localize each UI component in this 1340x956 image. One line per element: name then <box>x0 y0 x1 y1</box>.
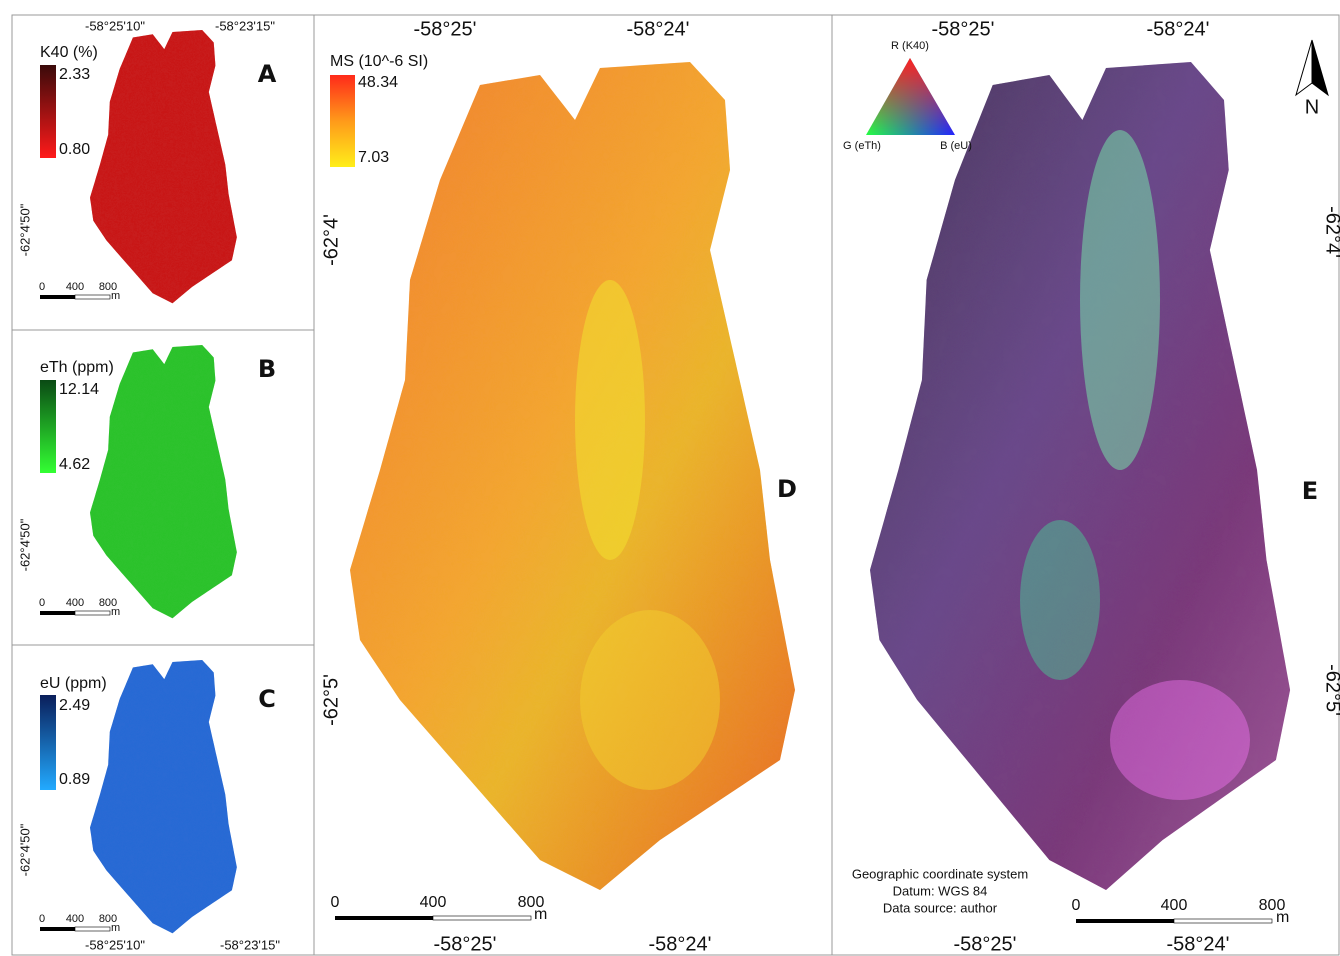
scale-bar <box>335 916 433 920</box>
scale-unit: m <box>1276 909 1289 926</box>
panel-label: E <box>1302 477 1318 505</box>
scale-bar <box>75 927 110 931</box>
legend-min: 0.89 <box>59 771 90 788</box>
lon-label: -58°25' <box>434 933 497 955</box>
legend-title: eTh (ppm) <box>40 359 114 376</box>
colorbar <box>40 380 56 473</box>
rgb-zone <box>1020 520 1100 680</box>
north-label: N <box>1305 96 1319 118</box>
lon-label: -58°24' <box>1147 18 1210 40</box>
legend-title: eU (ppm) <box>40 675 107 692</box>
scale-bar <box>75 295 110 299</box>
panel-label: D <box>777 475 797 503</box>
ternary-label: R (K40) <box>891 40 929 52</box>
lat-label: -62°4' <box>320 214 342 266</box>
island-eth <box>90 345 237 618</box>
lat-label: -62°4' <box>1322 206 1340 258</box>
island-k40 <box>90 30 237 303</box>
scale-bar <box>433 916 531 920</box>
lon-label: -58°25'10" <box>85 937 145 952</box>
rgb-zone <box>1110 680 1250 800</box>
lat-label: -62°4'50" <box>17 823 32 876</box>
scale-tick: 0 <box>39 913 45 925</box>
island-eu <box>90 660 237 933</box>
body: {"panel_a": {"label": "A", "legend": {"t… <box>0 0 1340 956</box>
lon-label: -58°25' <box>414 18 477 40</box>
lat-label: -62°5' <box>320 674 342 726</box>
lon-label: -58°24' <box>627 18 690 40</box>
scale-tick: 400 <box>66 913 84 925</box>
lat-label: -62°4'50" <box>17 203 32 256</box>
panel-label: C <box>258 685 276 713</box>
scale-tick: 400 <box>66 597 84 609</box>
colorbar <box>40 65 56 158</box>
legend-max: 48.34 <box>358 74 398 91</box>
lon-label: -58°24' <box>1167 933 1230 955</box>
rgb-zone <box>1080 130 1160 470</box>
scale-tick: 400 <box>66 281 84 293</box>
map-note: Datum: WGS 84 <box>893 883 988 898</box>
ternary-legend <box>866 58 955 135</box>
legend-max: 2.49 <box>59 697 90 714</box>
legend-title: MS (10^-6 SI) <box>330 53 428 70</box>
scale-bar <box>1076 919 1174 923</box>
panel-label: B <box>258 355 276 383</box>
page: Geophysical maps body { margin: 0; backg… <box>0 0 1340 956</box>
colorbar <box>40 695 56 790</box>
scale-tick: 0 <box>39 281 45 293</box>
panel-label: A <box>258 60 277 88</box>
lon-label: -58°25'10" <box>85 18 145 33</box>
scale-unit: m <box>534 906 547 923</box>
scale-bar <box>40 927 75 931</box>
scale-bar <box>40 611 75 615</box>
map-note: Geographic coordinate system <box>852 866 1028 881</box>
lat-label: -62°4'50" <box>17 518 32 571</box>
figure: -58°25'10" -58°23'15" K40 (%) 2.33 0.80 … <box>0 0 1340 956</box>
scale-unit: m <box>111 606 120 618</box>
scale-tick: 0 <box>1072 897 1081 914</box>
legend-title: K40 (%) <box>40 44 98 61</box>
lon-label: -58°25' <box>932 18 995 40</box>
lon-label: -58°25' <box>954 933 1017 955</box>
scale-tick: 0 <box>331 894 340 911</box>
scale-bar <box>75 611 110 615</box>
island-ms <box>350 62 795 890</box>
scale-unit: m <box>111 290 120 302</box>
ms-zone <box>575 280 645 560</box>
north-arrow <box>1312 40 1328 95</box>
legend-max: 12.14 <box>59 381 99 398</box>
north-arrow <box>1296 40 1312 95</box>
legend-min: 4.62 <box>59 456 90 473</box>
ternary-label: B (eU) <box>940 140 972 152</box>
legend-max: 2.33 <box>59 66 90 83</box>
scale-tick: 400 <box>1161 897 1188 914</box>
lon-label: -58°23'15" <box>215 18 275 33</box>
scale-bar <box>40 295 75 299</box>
scale-tick: 0 <box>39 597 45 609</box>
scale-unit: m <box>111 922 120 934</box>
scale-tick: 400 <box>420 894 447 911</box>
ternary-label: G (eTh) <box>843 140 881 152</box>
ms-zone <box>580 610 720 790</box>
legend-min: 0.80 <box>59 141 90 158</box>
lon-label: -58°24' <box>649 933 712 955</box>
lon-label: -58°23'15" <box>220 937 280 952</box>
scale-bar <box>1174 919 1272 923</box>
lat-label: -62°5' <box>1322 664 1340 716</box>
map-note: Data source: author <box>883 900 998 915</box>
legend-min: 7.03 <box>358 149 389 166</box>
colorbar <box>330 75 355 167</box>
